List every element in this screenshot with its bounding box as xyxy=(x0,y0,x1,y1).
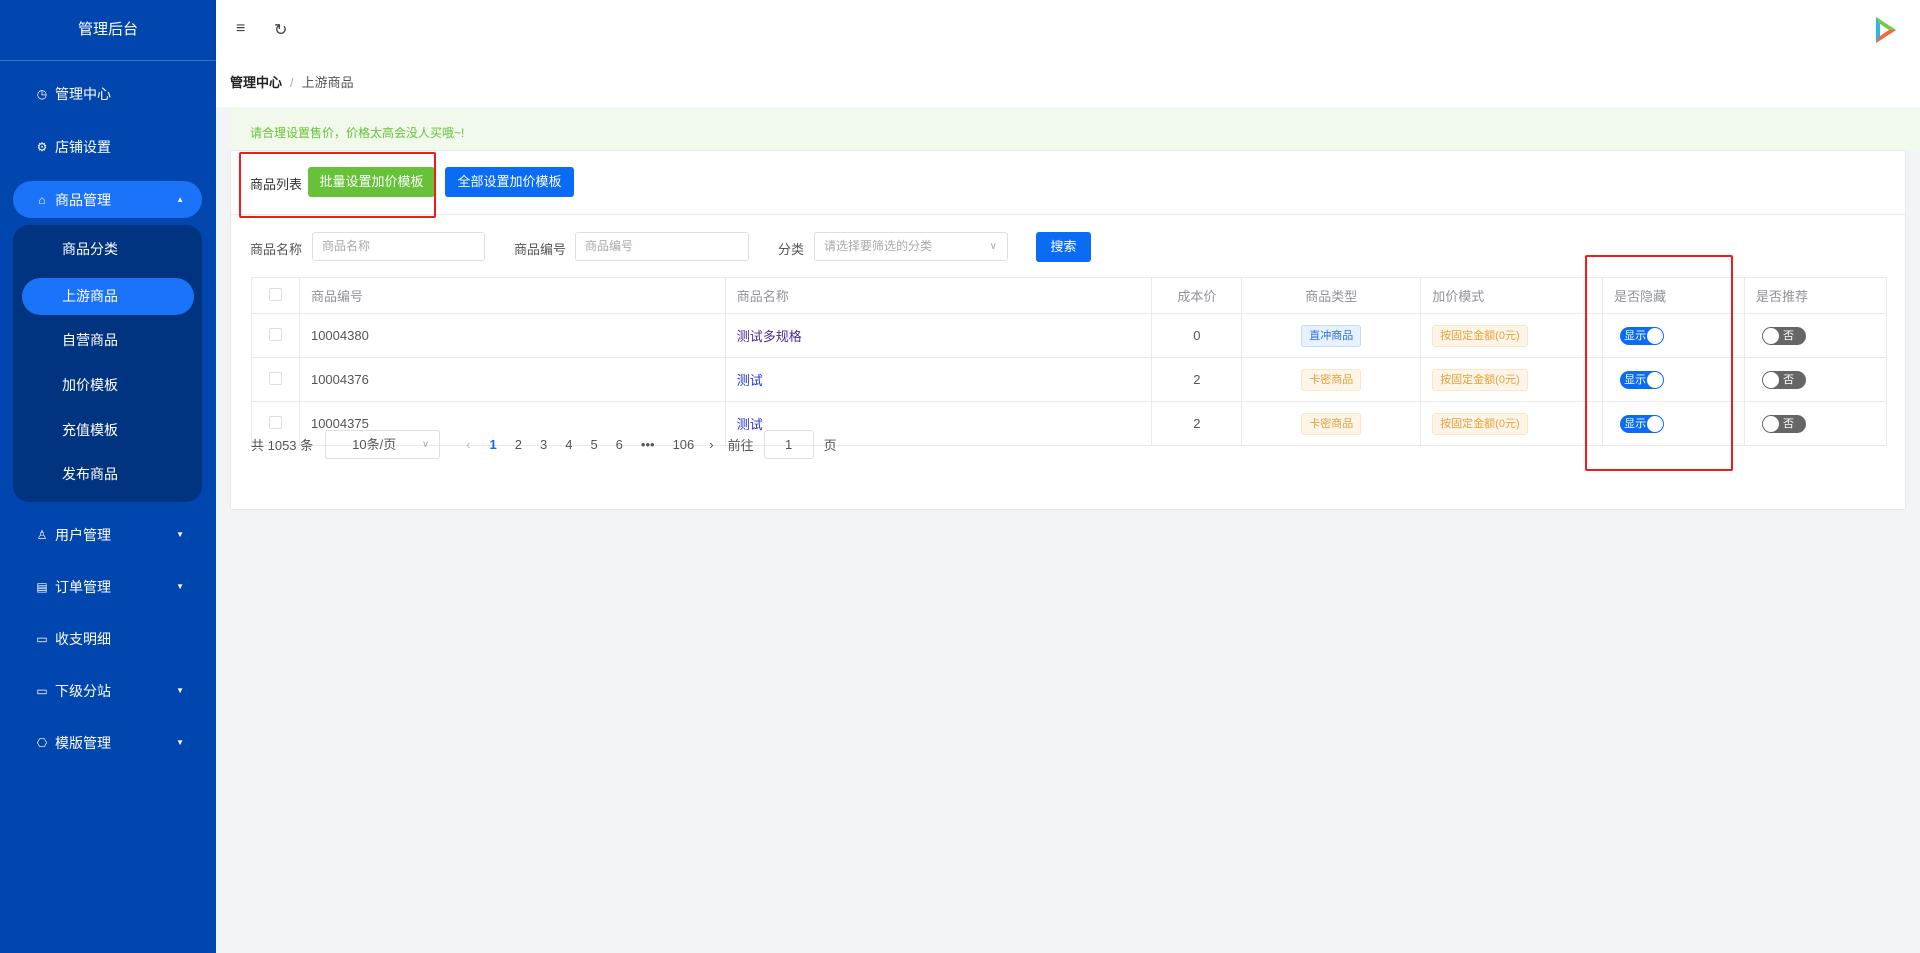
product-code: 10004376 xyxy=(298,357,726,402)
sidebar-item-users[interactable]: ♙ 用户管理 ▼ xyxy=(36,526,184,543)
cost-price: 2 xyxy=(1151,401,1243,446)
finance-icon: ▭ xyxy=(36,631,48,646)
products-submenu: 商品分类 上游商品 自营商品 加价模板 充值模板 发布商品 xyxy=(13,225,202,502)
page-6[interactable]: 6 xyxy=(615,436,623,452)
product-type-tag: 直冲商品 xyxy=(1301,324,1362,347)
chevron-down-icon: ▼ xyxy=(176,582,184,591)
sidebar-item-orders[interactable]: ▤ 订单管理 ▼ xyxy=(36,578,184,595)
brand-title: 管理后台 xyxy=(0,0,216,61)
product-name-link[interactable]: 测试 xyxy=(736,417,763,432)
product-code-label: 商品编号 xyxy=(514,242,567,257)
markup-mode-tag: 按固定金额(0元) xyxy=(1432,368,1528,391)
markup-mode-tag: 按固定金额(0元) xyxy=(1432,412,1528,435)
product-code: 10004375 xyxy=(298,401,726,446)
page-jump-input[interactable]: 1 xyxy=(763,429,814,459)
card-title: 商品列表 xyxy=(250,177,303,192)
highlight-box-hidden-column xyxy=(1585,255,1733,471)
product-name-input[interactable]: 商品名称 xyxy=(312,232,485,261)
row-checkbox[interactable] xyxy=(268,415,282,429)
sidebar-item-substations[interactable]: ▭ 下级分站 ▼ xyxy=(36,682,184,699)
top-header: ≡ ↻ xyxy=(216,0,1920,61)
refresh-icon[interactable]: ↻ xyxy=(274,22,288,39)
product-name-link[interactable]: 测试多规格 xyxy=(736,329,802,344)
product-name-label: 商品名称 xyxy=(250,242,303,257)
batch-set-markup-button[interactable]: 批量设置加价模板 xyxy=(308,167,435,197)
sidebar-item-products[interactable]: ⌂ 商品管理 ▲ xyxy=(13,181,202,218)
table-row: 10004376 测试 2 卡密商品 按固定金额(0元) 显示 否 xyxy=(251,357,1887,402)
category-label: 分类 xyxy=(778,242,805,257)
page-106[interactable]: 106 xyxy=(672,436,695,452)
template-icon: ⎔ xyxy=(36,735,48,750)
user-icon: ♙ xyxy=(36,527,48,542)
document-icon: ▤ xyxy=(36,579,48,594)
total-count: 共 1053 条 xyxy=(251,437,314,453)
page-ellipsis[interactable]: ••• xyxy=(640,436,655,452)
page-size-select[interactable]: 10条/页 ∨ xyxy=(325,429,441,459)
sidebar-item-shop-settings[interactable]: ⚙ 店铺设置 xyxy=(36,138,111,155)
product-code: 10004380 xyxy=(298,313,726,358)
dashboard-icon: ◷ xyxy=(36,86,48,101)
breadcrumb-root[interactable]: 管理中心 xyxy=(230,75,283,90)
row-checkbox[interactable] xyxy=(268,327,282,341)
recommend-toggle[interactable]: 否 xyxy=(1762,326,1807,345)
page-1[interactable]: 1 xyxy=(489,436,497,452)
submenu-item-category[interactable]: 商品分类 xyxy=(62,241,118,257)
gear-icon: ⚙ xyxy=(36,139,48,154)
product-name-link[interactable]: 测试 xyxy=(736,373,763,388)
cost-price: 2 xyxy=(1151,357,1243,402)
recommend-toggle[interactable]: 否 xyxy=(1762,370,1807,389)
product-list-card: 商品列表 批量设置加价模板 全部设置加价模板 商品名称 商品名称 商品编号 商品… xyxy=(230,150,1906,510)
chevron-up-icon: ▲ xyxy=(176,195,184,204)
sidebar-item-templates[interactable]: ⎔ 模版管理 ▼ xyxy=(36,734,184,751)
row-checkbox[interactable] xyxy=(268,371,282,385)
page-3[interactable]: 3 xyxy=(539,436,548,452)
set-all-markup-button[interactable]: 全部设置加价模板 xyxy=(445,167,574,197)
search-button[interactable]: 搜索 xyxy=(1036,232,1091,262)
monitor-icon: ▭ xyxy=(36,683,48,698)
page-4[interactable]: 4 xyxy=(565,436,573,452)
app-logo[interactable] xyxy=(1870,14,1900,46)
chevron-down-icon: ∨ xyxy=(421,438,430,450)
chevron-down-icon: ▼ xyxy=(176,686,184,695)
product-type-tag: 卡密商品 xyxy=(1301,368,1362,391)
shopping-bag-icon: ⌂ xyxy=(38,192,46,207)
sidebar: 管理后台 ◷ 管理中心 ⚙ 店铺设置 ⌂ 商品管理 ▲ 商品分类 上游商品 自营商品 加… xyxy=(0,0,216,953)
table-row: 10004375 测试 2 卡密商品 按固定金额(0元) 显示 否 xyxy=(251,401,1887,446)
chevron-down-icon: ▼ xyxy=(176,530,184,539)
prev-page-icon[interactable]: ‹ xyxy=(466,436,471,452)
submenu-item-recharge[interactable]: 充值模板 xyxy=(62,422,118,438)
chevron-down-icon: ∨ xyxy=(989,241,997,252)
page-5[interactable]: 5 xyxy=(590,436,598,452)
submenu-item-upstream[interactable]: 上游商品 xyxy=(22,278,194,315)
hidden-toggle[interactable]: 显示 xyxy=(1620,414,1665,433)
select-all-checkbox[interactable] xyxy=(268,287,282,301)
product-type-tag: 卡密商品 xyxy=(1301,412,1362,435)
pagination: 共 1053 条 10条/页 ∨ ‹ 1 2 3 4 5 6 ••• 106 › 前往 1 页 xyxy=(251,429,837,459)
price-warning-alert: 请合理设置售价，价格太高会没人买哦~! xyxy=(230,108,1920,150)
submenu-item-markup[interactable]: 加价模板 xyxy=(62,377,118,393)
product-table: 商品编号 商品名称 成本价 商品类型 加价模式 是否隐藏 是否推荐 100043… xyxy=(251,277,1887,446)
cost-price: 0 xyxy=(1151,313,1243,358)
breadcrumb-current: 上游商品 xyxy=(301,75,354,90)
breadcrumb: 管理中心 / 上游商品 xyxy=(216,61,1920,107)
markup-mode-tag: 按固定金额(0元) xyxy=(1432,324,1528,347)
sidebar-item-finance[interactable]: ▭ 收支明细 xyxy=(36,630,111,647)
menu-icon[interactable]: ≡ xyxy=(236,20,246,37)
recommend-toggle[interactable]: 否 xyxy=(1762,414,1807,433)
sidebar-item-dashboard[interactable]: ◷ 管理中心 xyxy=(36,85,111,102)
table-row: 10004380 测试多规格 0 直冲商品 按固定金额(0元) 显示 否 xyxy=(251,313,1887,358)
product-code-input[interactable]: 商品编号 xyxy=(575,232,749,261)
hidden-toggle[interactable]: 显示 xyxy=(1620,370,1665,389)
highlight-box-buttons xyxy=(239,152,436,218)
chevron-down-icon: ▼ xyxy=(176,738,184,747)
hidden-toggle[interactable]: 显示 xyxy=(1620,326,1665,345)
divider xyxy=(231,214,1905,215)
page-2[interactable]: 2 xyxy=(514,436,522,452)
submenu-item-own[interactable]: 自营商品 xyxy=(62,332,118,348)
next-page-icon[interactable]: › xyxy=(709,436,714,452)
submenu-item-publish[interactable]: 发布商品 xyxy=(62,466,118,482)
category-select[interactable]: 请选择要筛选的分类 ∨ xyxy=(814,232,1008,261)
